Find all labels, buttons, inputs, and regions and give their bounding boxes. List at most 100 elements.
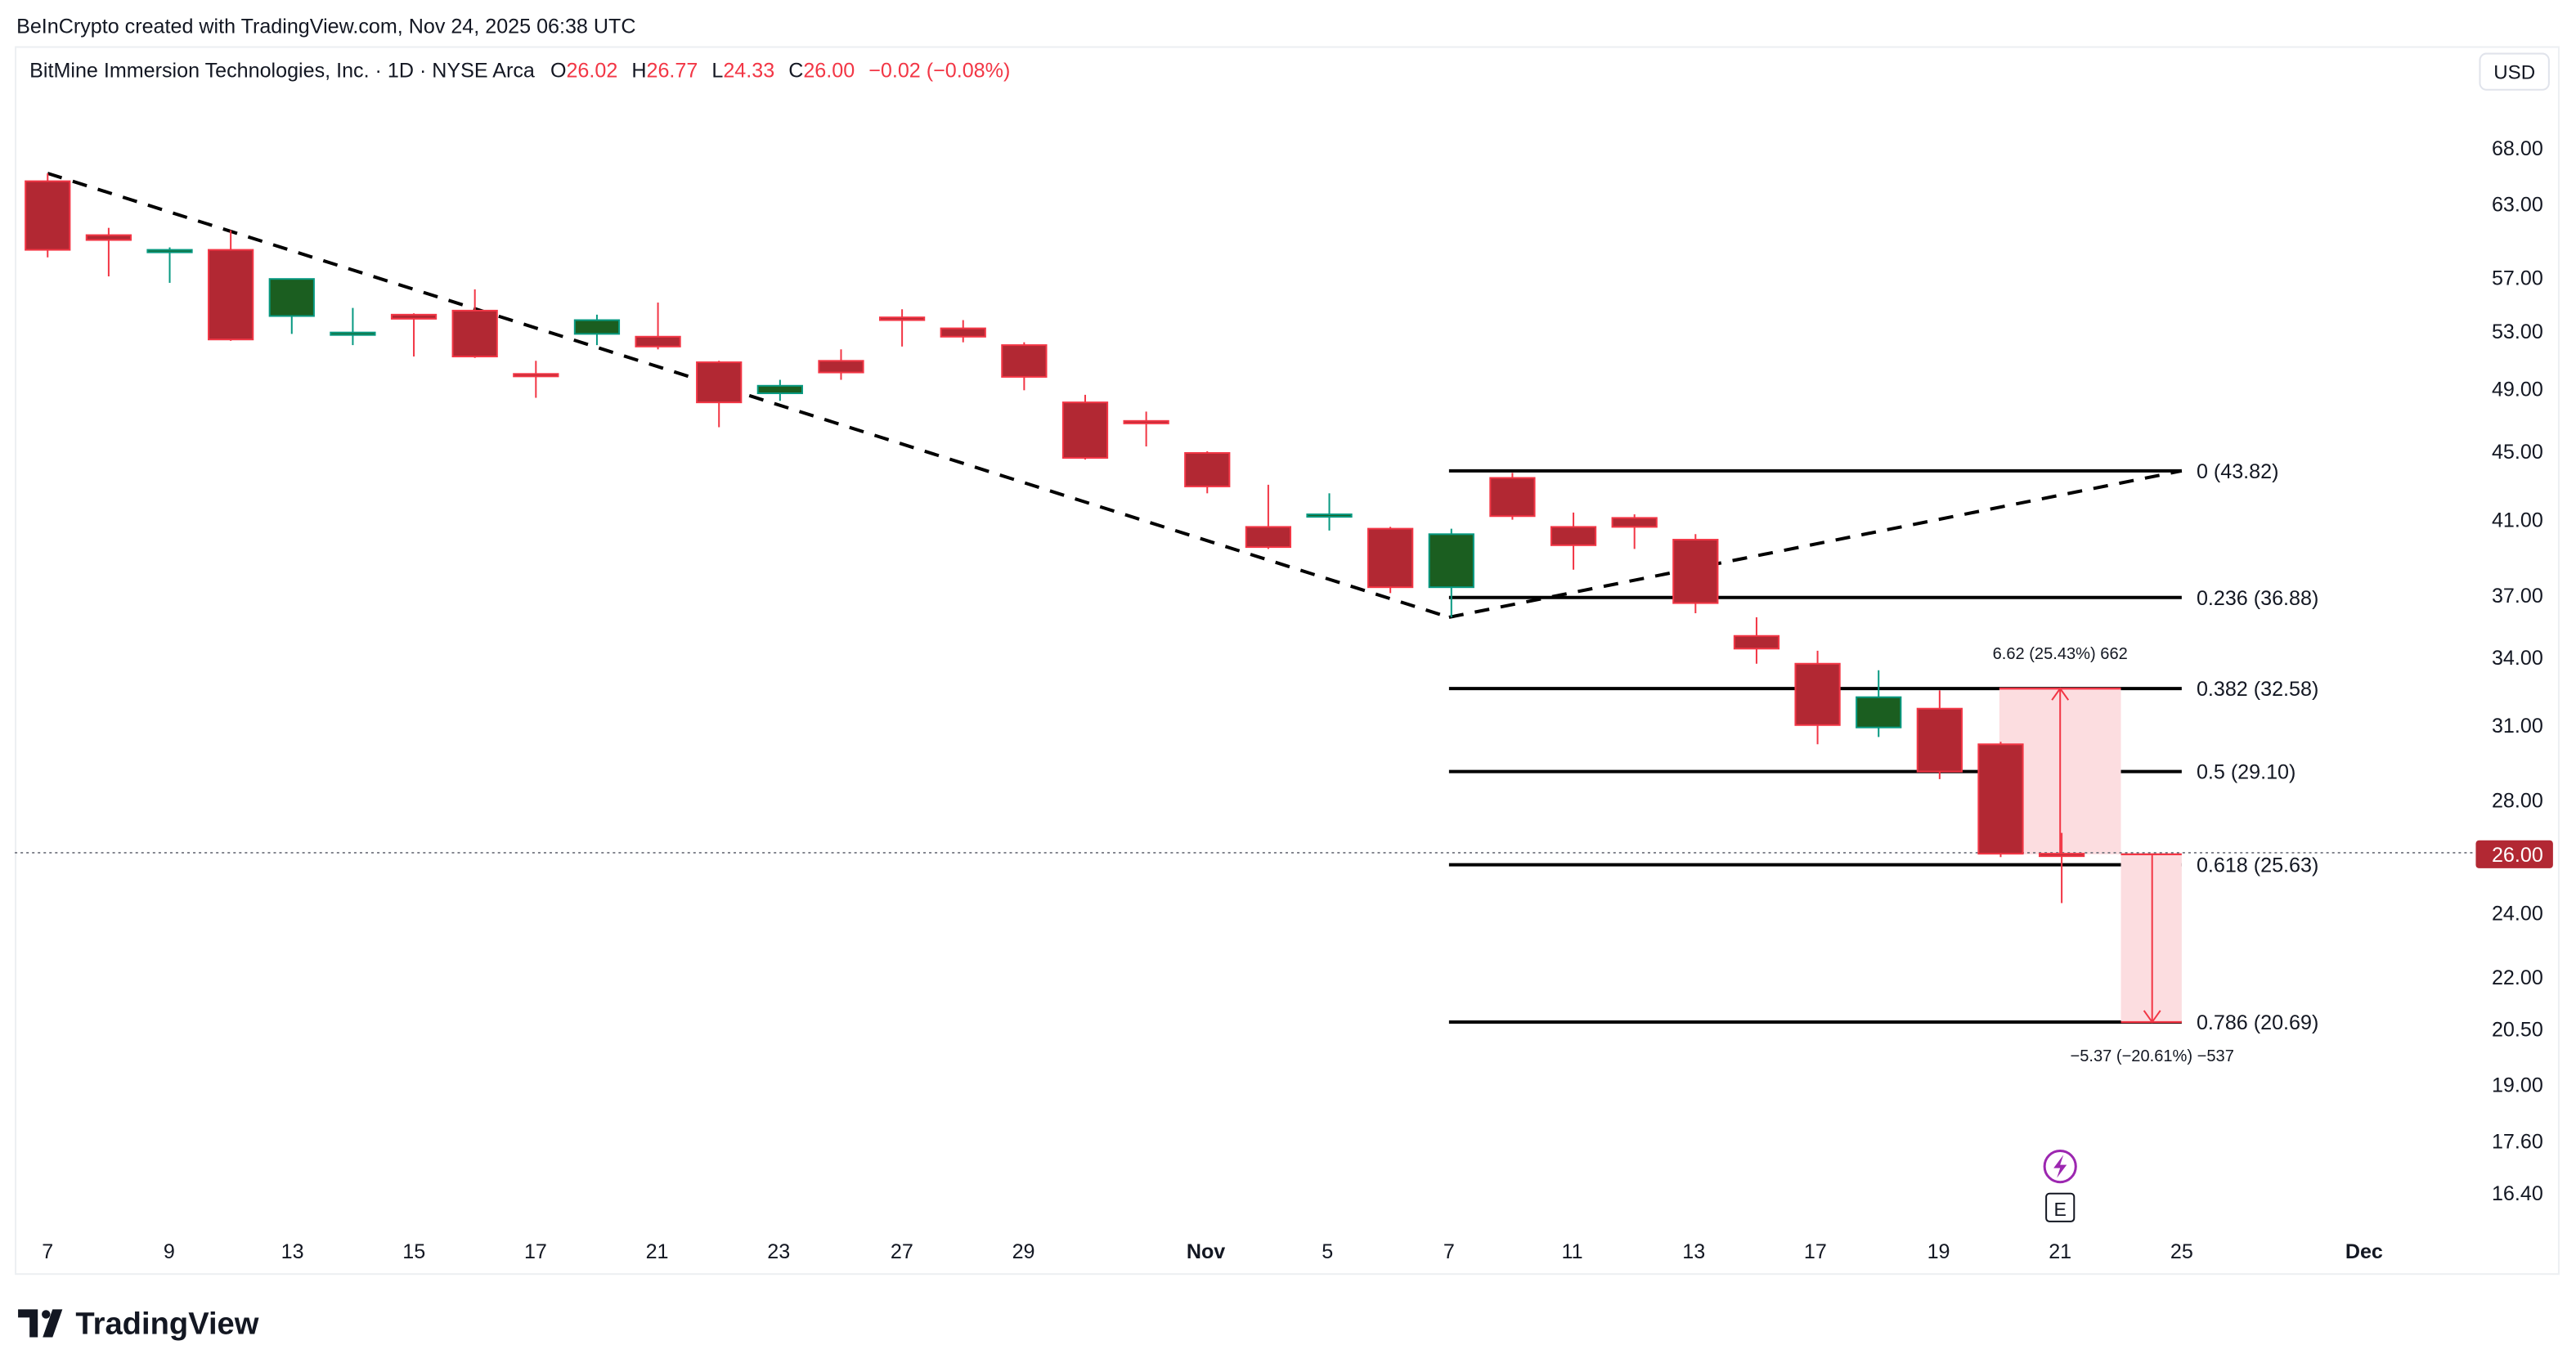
candle-body <box>1672 539 1719 604</box>
date-tick-label: 11 <box>1562 1240 1583 1263</box>
price-tick-label: 49.00 <box>2492 379 2543 401</box>
trendline-down <box>47 172 1450 619</box>
date-tick-label: 21 <box>646 1240 669 1263</box>
candle <box>2038 832 2085 903</box>
candle <box>878 309 926 347</box>
candles <box>25 173 2085 903</box>
price-tick-label: 31.00 <box>2492 715 2543 738</box>
measure-down-label: −5.37 (−20.61%) −537 <box>2071 1047 2234 1065</box>
high-value: 26.77 <box>646 60 698 83</box>
candle-body <box>2038 853 2085 858</box>
tradingview-logo: TradingView <box>18 1307 259 1342</box>
symbol-legend: BitMine Immersion Technologies, Inc. · 1… <box>29 60 1010 83</box>
price-tick-label: 68.00 <box>2492 137 2543 160</box>
price-axis[interactable]: 68.00 63.00 57.00 53.00 49.00 45.00 41.00 37.00… <box>2475 137 2553 1205</box>
candle-body <box>268 278 315 317</box>
fib-level-label: 0.618 (25.63) <box>2197 854 2318 877</box>
candle-body <box>451 309 498 358</box>
candle-body <box>25 180 71 251</box>
candle <box>1550 512 1597 570</box>
candle <box>573 314 621 346</box>
candle <box>451 289 498 358</box>
currency-label: USD <box>2493 62 2535 84</box>
price-tick-label: 34.00 <box>2492 647 2543 670</box>
fib-level-label: 0.382 (32.58) <box>2197 678 2318 701</box>
date-tick-label: 25 <box>2170 1240 2193 1263</box>
earnings-event-icon[interactable] <box>2045 1192 2076 1222</box>
date-tick-label: 7 <box>42 1240 53 1263</box>
currency-button[interactable]: USD <box>2479 52 2550 91</box>
price-tick-label: 22.00 <box>2492 966 2543 989</box>
candle-body <box>513 373 559 378</box>
candle-body <box>1916 707 1963 773</box>
candle-body <box>1001 344 1048 378</box>
fib-level-label: 0.236 (36.88) <box>2197 587 2318 610</box>
price-tick-label: 24.00 <box>2492 903 2543 926</box>
candle-body <box>330 331 376 336</box>
date-tick-label: Nov <box>1187 1240 1225 1263</box>
candle-body <box>756 384 803 394</box>
candle-body <box>1428 533 1474 589</box>
candle <box>940 320 986 343</box>
candle-body <box>1184 451 1231 487</box>
candle-body <box>1977 743 2024 855</box>
candle-body <box>635 335 681 347</box>
candle <box>1916 690 1963 779</box>
candle-body <box>696 361 743 404</box>
date-tick-label: 17 <box>1804 1240 1827 1263</box>
candle <box>513 361 559 398</box>
last-price-label: 26.00 <box>2492 844 2543 867</box>
last-price-badge <box>2475 840 2553 868</box>
candle <box>146 247 193 283</box>
time-axis[interactable]: 7 9 13 15 17 21 23 27 29 Nov 5 7 11 13 17 19 21 25 Dec <box>42 1240 2383 1263</box>
low-label: L <box>711 60 723 83</box>
price-tick-label: 63.00 <box>2492 194 2543 217</box>
tradingview-logo-text: TradingView <box>75 1307 258 1342</box>
candle-body <box>878 316 926 321</box>
close-value: 26.00 <box>803 60 855 83</box>
date-tick-label: 5 <box>1322 1240 1333 1263</box>
candle <box>330 307 376 346</box>
candle-body <box>940 327 986 338</box>
price-tick-label: 17.60 <box>2492 1130 2543 1153</box>
candle <box>1856 670 1902 738</box>
high-label: H <box>631 60 646 83</box>
date-tick-label: 27 <box>891 1240 913 1263</box>
price-tick-label: 37.00 <box>2492 585 2543 608</box>
date-tick-label: 7 <box>1443 1240 1455 1263</box>
date-tick-label: 13 <box>281 1240 304 1263</box>
candle <box>85 227 132 277</box>
trendline-up <box>1448 469 2183 619</box>
arrow-up-icon <box>2051 687 2070 701</box>
candle-body <box>1856 696 1902 729</box>
candle <box>1672 534 1719 613</box>
date-tick-label: 29 <box>1012 1240 1035 1263</box>
candle-body <box>1123 419 1169 424</box>
fib-level-label: 0.786 (20.69) <box>2197 1011 2318 1034</box>
candle <box>390 313 438 357</box>
candle <box>1367 527 1414 594</box>
svg-text:BitMine Immersion Technologies: BitMine Immersion Technologies, Inc. · 1… <box>29 60 1010 83</box>
candle <box>1733 617 1780 664</box>
date-tick-label: 15 <box>402 1240 425 1263</box>
candle-body <box>390 313 438 320</box>
candle <box>818 349 864 380</box>
candle-body <box>1245 526 1292 549</box>
arrow-down-icon <box>2143 1010 2161 1024</box>
earnings-label: E <box>2053 1199 2066 1220</box>
candle <box>1245 484 1292 549</box>
date-tick-label: 23 <box>767 1240 790 1263</box>
symbol-title: BitMine Immersion Technologies, Inc. · 1… <box>29 60 535 83</box>
candle <box>25 173 71 258</box>
candle-body <box>1550 526 1597 546</box>
candle <box>1184 451 1231 494</box>
price-tick-label: 57.00 <box>2492 267 2543 290</box>
candle <box>1061 394 1109 460</box>
candle-body <box>1306 513 1353 518</box>
date-tick-label: 17 <box>524 1240 547 1263</box>
candle <box>1306 493 1353 531</box>
open-label: O <box>550 60 567 83</box>
trendlines[interactable] <box>47 172 2183 619</box>
date-tick-label: 19 <box>1928 1240 1950 1263</box>
